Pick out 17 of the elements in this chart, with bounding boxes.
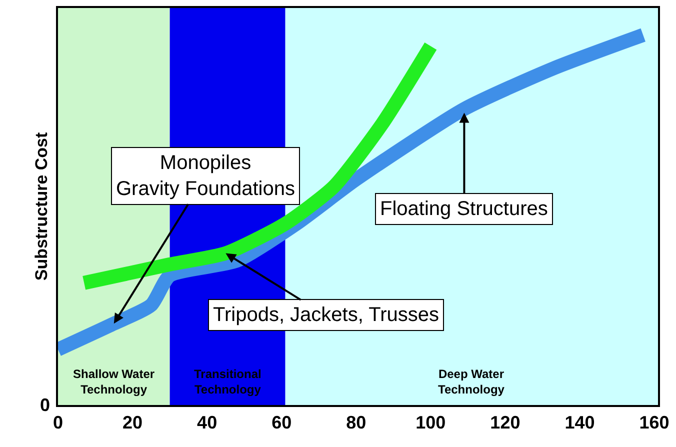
x-tick-label: 120 (490, 412, 520, 433)
band-label: Deep Water Technology (438, 367, 505, 397)
annotation: Floating Structures (380, 198, 548, 220)
x-tick-label: 60 (272, 412, 292, 433)
x-tick-label: 0 (52, 412, 64, 433)
band-label: Shallow Water Technology (73, 367, 155, 397)
x-tick-label: 40 (197, 412, 218, 433)
x-tick-label: 100 (416, 412, 446, 433)
x-tick-label: 80 (346, 412, 366, 433)
text: 0 (40, 395, 50, 415)
x-tick-label: 140 (564, 412, 595, 433)
x-tick-label: 160 (639, 412, 670, 433)
band-label: Transitional Technology (194, 367, 262, 397)
annotation: Tripods, Jackets, Trusses (213, 304, 439, 326)
x-tick-label: 20 (122, 412, 143, 433)
annotation: Monopiles Gravity Foundations (116, 152, 295, 200)
y-axis-title: Substructure Cost (32, 132, 52, 281)
